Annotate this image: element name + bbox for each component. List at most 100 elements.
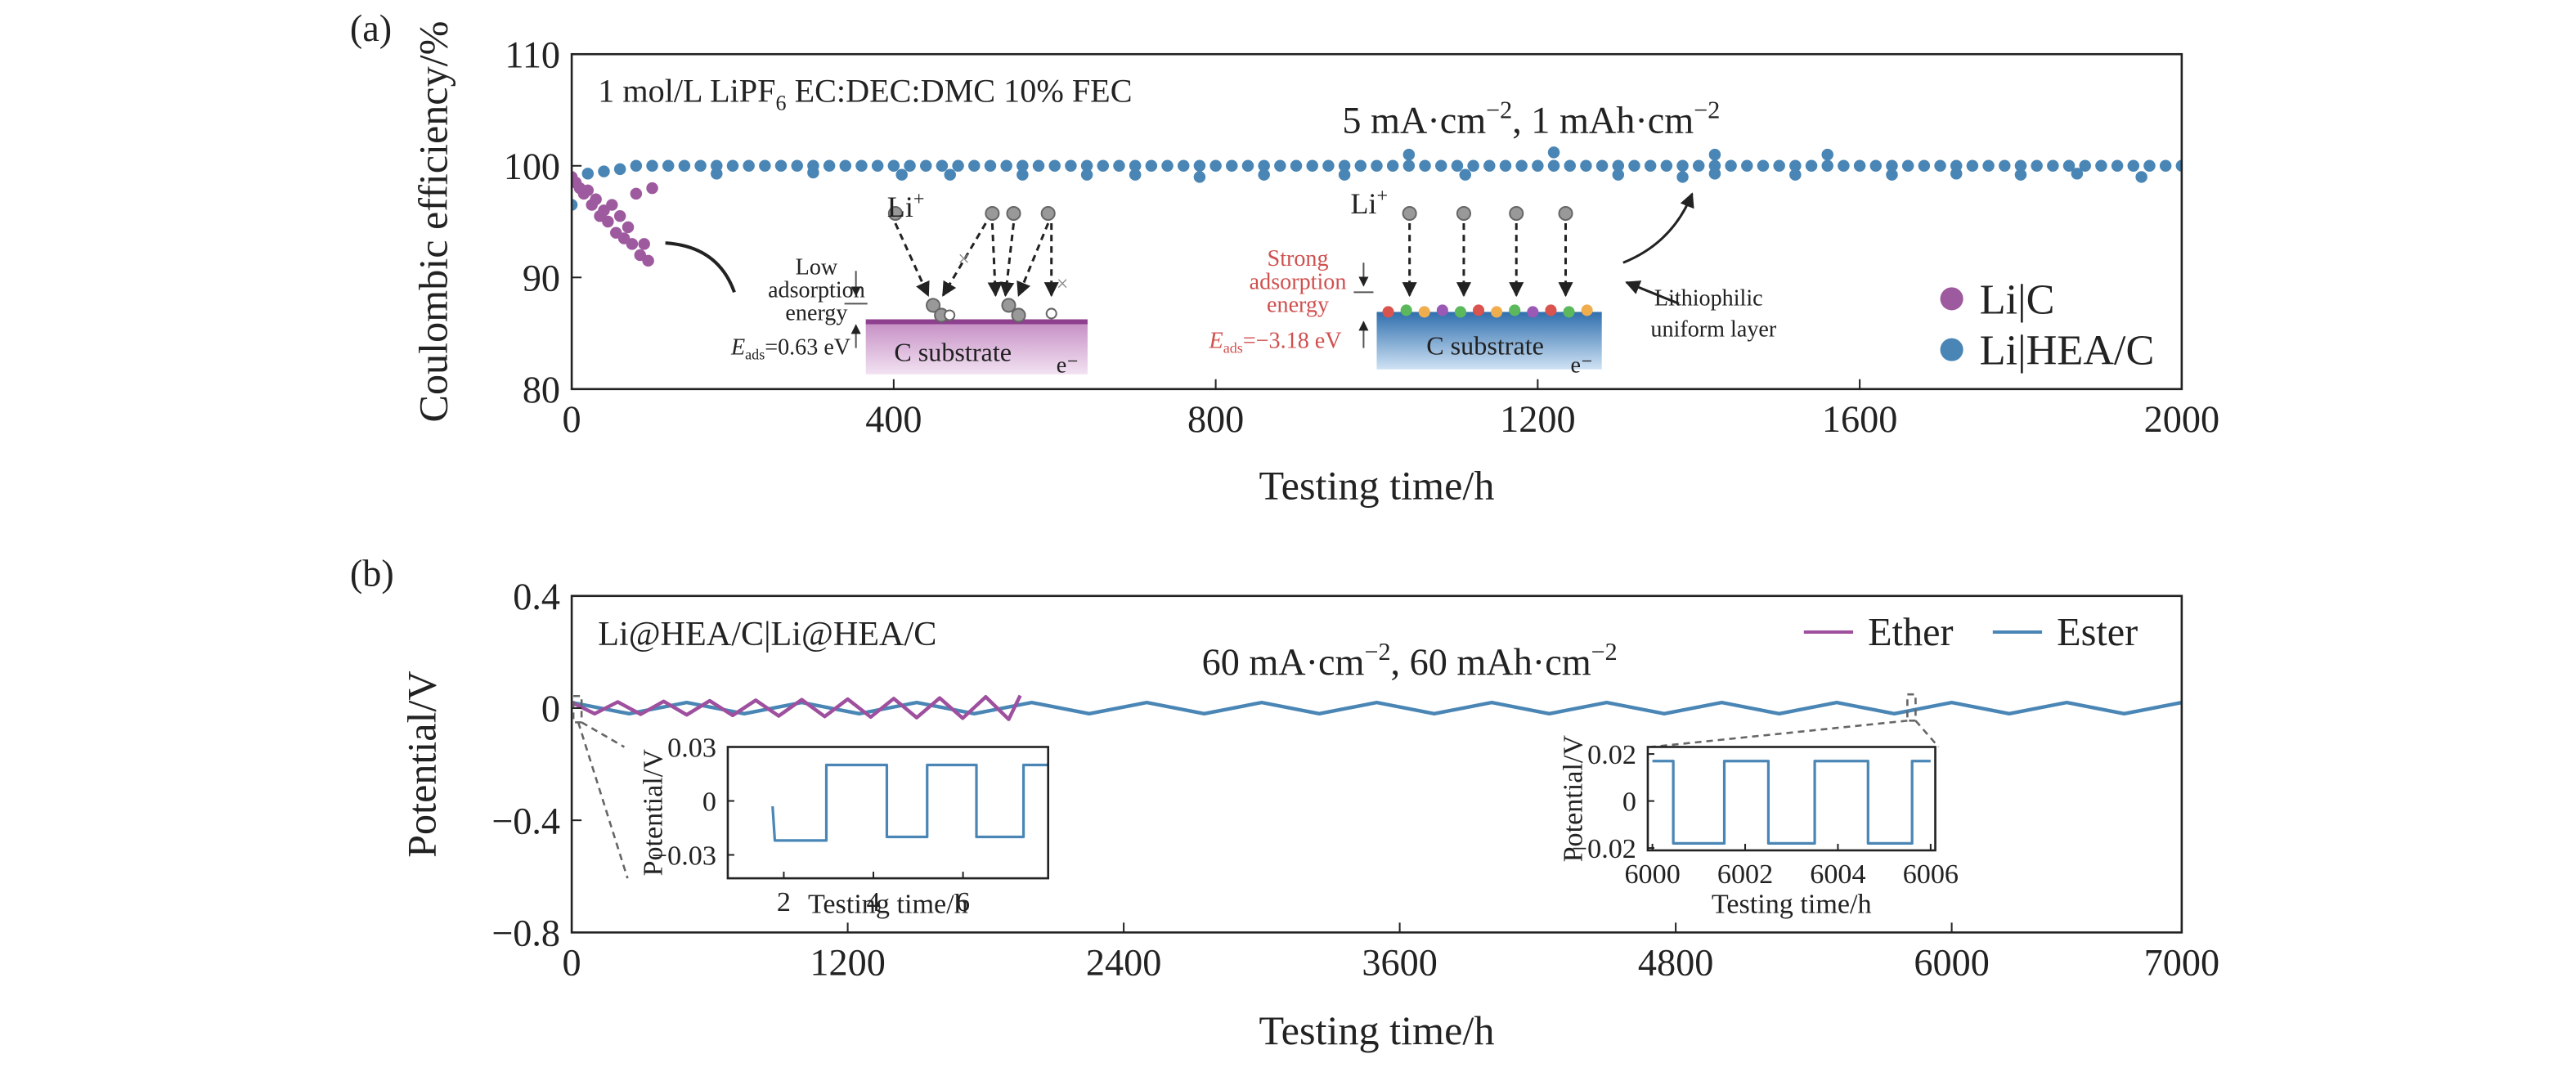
- data-point: [2143, 159, 2156, 173]
- data-point: [598, 165, 610, 177]
- text-part: EC:DEC:DMC 10% FEC: [787, 72, 1133, 109]
- text-part: 1 mol/L LiPF: [598, 72, 775, 109]
- y-axis-label: Coulombic efficiency/%: [410, 21, 456, 423]
- arrow: [894, 222, 930, 298]
- y-tick-label: 0.03: [667, 733, 716, 763]
- data-point: [1193, 171, 1206, 183]
- data-point: [1869, 159, 1883, 173]
- legend-marker: [1940, 287, 1963, 311]
- data-point: [646, 159, 658, 173]
- data-point: [1789, 168, 1802, 181]
- arrow: [941, 222, 987, 297]
- superscript: +: [1376, 186, 1388, 207]
- text-part: Li: [887, 191, 913, 223]
- data-point: [1499, 159, 1512, 173]
- panel-label: (b): [350, 553, 394, 594]
- text-part: 60 mA·cm: [1202, 641, 1365, 683]
- atom: [887, 205, 903, 222]
- data-point: [1065, 159, 1077, 173]
- schematic-low: × ×: [844, 205, 1088, 375]
- data-point: [613, 163, 626, 176]
- data-point: [1032, 159, 1045, 173]
- superscript: −2: [1591, 638, 1618, 666]
- data-point: [1258, 168, 1270, 181]
- x-tick-label: 1200: [810, 942, 885, 984]
- data-point: [2159, 159, 2172, 173]
- data-point: [936, 159, 949, 173]
- li-ion: Li+: [887, 189, 925, 223]
- line: adsorption: [768, 277, 865, 303]
- cross: ×: [1057, 271, 1069, 295]
- data-point: [2079, 159, 2091, 173]
- data-point: [1547, 159, 1560, 173]
- data-point: [1660, 159, 1673, 173]
- bead: [1436, 304, 1448, 316]
- data-point: [602, 215, 614, 228]
- x-tick-label: 6006: [1903, 859, 1959, 890]
- data-point: [839, 159, 852, 173]
- data-point: [1483, 159, 1496, 173]
- data-point: [1708, 168, 1721, 180]
- panel-label: (a): [350, 7, 392, 49]
- bead: [1418, 306, 1430, 318]
- bead: [1382, 306, 1394, 318]
- data-point: [662, 159, 675, 173]
- cell-label: Li@HEA/C|Li@HEA/C: [598, 615, 936, 653]
- y-tick-label: 0.4: [513, 576, 560, 617]
- line: uniform layer: [1650, 317, 1776, 343]
- data-point: [1547, 146, 1560, 159]
- x-tick-label: 800: [1187, 398, 1244, 440]
- data-point: [1886, 159, 1898, 173]
- data-line: [572, 694, 1022, 721]
- atom: [1045, 307, 1057, 320]
- data-point: [2014, 159, 2027, 173]
- data-point: [984, 159, 997, 173]
- data-point: [1999, 159, 2011, 173]
- data-point: [774, 159, 788, 173]
- data-point: [1419, 159, 1431, 173]
- data-point: [1918, 159, 1931, 173]
- bead: [1509, 304, 1521, 316]
- legend-label: Ester: [2057, 611, 2138, 654]
- plot-area: [771, 763, 1048, 842]
- line: energy: [1267, 292, 1329, 317]
- data-point: [1097, 159, 1110, 173]
- text-part: , 60 mAh·cm: [1391, 641, 1591, 683]
- arrow: [1625, 280, 1680, 305]
- atom: [926, 298, 941, 313]
- zoom-guides: [572, 693, 1940, 879]
- curved-arrow: [1622, 192, 1694, 264]
- data-point: [887, 159, 900, 173]
- y-tick-label: 100: [504, 146, 560, 187]
- data-point: [1757, 159, 1770, 173]
- electron-label: e⁻: [1571, 353, 1593, 379]
- x-tick-label: 2000: [2144, 398, 2219, 440]
- plot-frame: [570, 594, 2183, 934]
- data-point: [1901, 159, 1914, 173]
- bead: [1527, 306, 1539, 318]
- y-tick-label: 90: [523, 257, 560, 298]
- x-tick-label: 6: [956, 887, 970, 917]
- text-part: , 1 mAh·cm: [1512, 100, 1694, 141]
- line: Strong: [1268, 246, 1329, 271]
- data-point: [2127, 159, 2140, 173]
- data-point: [1676, 171, 1689, 183]
- zoom-line: [1650, 720, 1908, 748]
- arrow: [999, 222, 1016, 298]
- zoom-line: [581, 721, 626, 748]
- x-axis-label: Testing time/h: [1712, 889, 1872, 919]
- data-point: [1459, 168, 1471, 181]
- atoms: [1402, 205, 1573, 222]
- data-point: [1145, 159, 1158, 173]
- data-point: [1338, 168, 1351, 181]
- eads-1: Eads=0.63 eV: [730, 335, 850, 363]
- x-tick-label: 6002: [1717, 859, 1773, 890]
- data-point: [1129, 159, 1142, 173]
- data-point: [1515, 159, 1528, 173]
- x-tick-label: 1600: [1822, 398, 1897, 440]
- x-tick-label: 0: [563, 942, 581, 984]
- data-point: [711, 168, 723, 180]
- data-point: [1048, 159, 1061, 173]
- atom: [985, 205, 1000, 222]
